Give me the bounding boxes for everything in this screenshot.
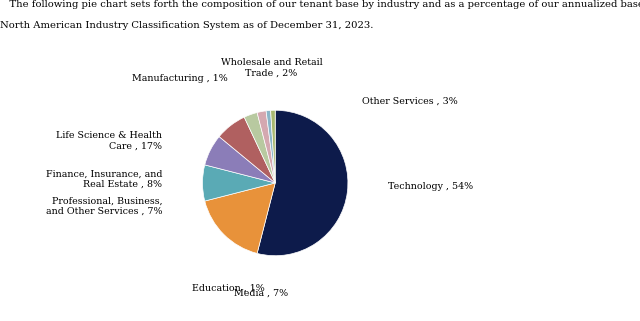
Text: Technology , 54%: Technology , 54%: [388, 182, 473, 191]
Wedge shape: [202, 165, 275, 201]
Text: Wholesale and Retail
Trade , 2%: Wholesale and Retail Trade , 2%: [221, 58, 323, 77]
Text: The following pie chart sets forth the composition of our tenant base by industr: The following pie chart sets forth the c…: [0, 0, 640, 9]
Wedge shape: [205, 137, 275, 183]
Text: Life Science & Health
Care , 17%: Life Science & Health Care , 17%: [56, 131, 163, 151]
Text: North American Industry Classification System as of December 31, 2023.: North American Industry Classification S…: [0, 21, 373, 30]
Wedge shape: [271, 110, 275, 183]
Text: Professional, Business,
and Other Services , 7%: Professional, Business, and Other Servic…: [46, 196, 163, 216]
Wedge shape: [257, 110, 348, 256]
Wedge shape: [205, 183, 275, 253]
Text: Other Services , 3%: Other Services , 3%: [362, 97, 458, 106]
Text: Manufacturing , 1%: Manufacturing , 1%: [132, 74, 228, 82]
Wedge shape: [219, 117, 275, 183]
Text: Finance, Insurance, and
Real Estate , 8%: Finance, Insurance, and Real Estate , 8%: [46, 169, 163, 189]
Wedge shape: [244, 113, 275, 183]
Text: Media , 7%: Media , 7%: [234, 289, 288, 298]
Text: Education , 1%: Education , 1%: [191, 283, 264, 292]
Wedge shape: [257, 111, 275, 183]
Wedge shape: [266, 110, 275, 183]
